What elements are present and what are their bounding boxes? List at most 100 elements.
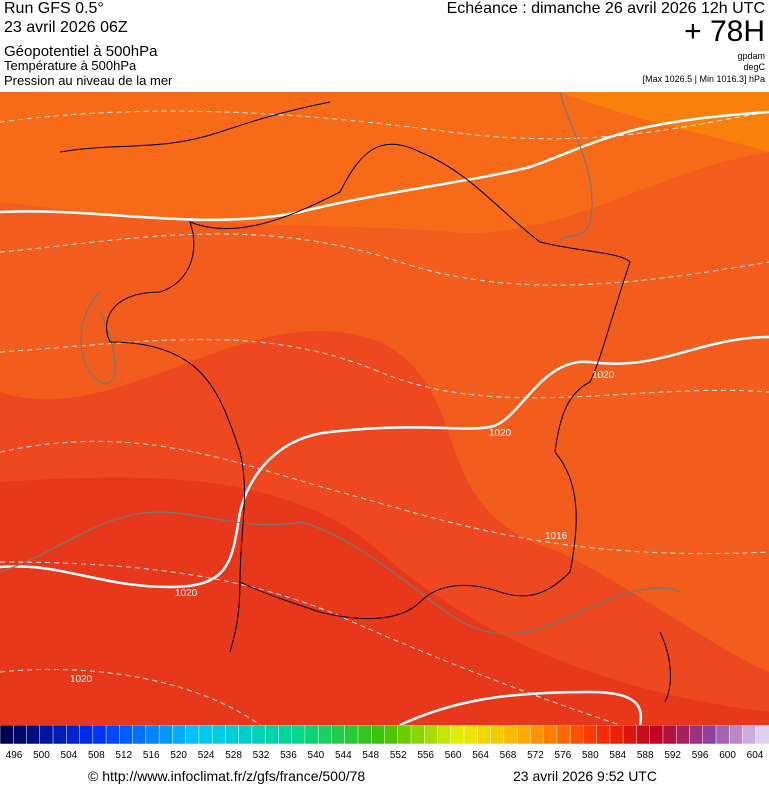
colorbar: 496 500 504 508 512 516 520 524 528 532 536 540 544 5… [0, 725, 769, 761]
colorbar-swatch [198, 725, 213, 745]
isobar-label: 1016 [545, 531, 568, 542]
colorbar-tick-label: 508 [88, 750, 105, 761]
colorbar-swatch [649, 725, 664, 745]
colorbar-tick-label: 592 [664, 750, 681, 761]
layer-label: Pression au niveau de la mer [4, 73, 173, 88]
colorbar-swatch [728, 725, 744, 745]
colorbar-swatch [158, 725, 174, 745]
colorbar-swatch [609, 725, 624, 745]
colorbar-swatch [13, 725, 28, 745]
colorbar-swatch [556, 725, 571, 745]
colorbar-tick-label: 548 [362, 750, 379, 761]
isotherms [0, 110, 769, 725]
colorbar-tick-label: 520 [170, 750, 187, 761]
colorbar-swatch [278, 725, 293, 745]
colorbar-swatch [357, 725, 372, 745]
colorbar-tick-label: 496 [6, 750, 23, 761]
colorbar-swatch [715, 725, 730, 745]
isobars-secondary [0, 92, 681, 635]
unit-label: gpdam [737, 51, 765, 61]
colorbar-tick-label: 556 [417, 750, 434, 761]
colorbar-swatch [596, 725, 611, 745]
footer-source: © http://www.infoclimat.fr/z/gfs/france/… [88, 768, 366, 784]
colorbar-swatch [344, 725, 359, 745]
layer-label: Géopotentiel à 500hPa [4, 43, 158, 60]
colorbar-tick-label: 540 [308, 750, 325, 761]
colorbar-swatch [317, 725, 333, 745]
colorbar-swatch [105, 725, 121, 745]
map: 1020 1020 1020 1020 1016 [0, 92, 769, 725]
colorbar-tick-label: 580 [582, 750, 599, 761]
colorbar-swatch [516, 725, 532, 745]
colorbar-swatch [477, 725, 492, 745]
colorbar-swatch [225, 725, 240, 745]
colorbar-tick-label: 544 [335, 750, 352, 761]
isobar-label: 1020 [175, 588, 198, 599]
colorbar-swatch [331, 725, 346, 745]
colorbar-swatch [39, 725, 54, 745]
colorbar-tick-label: 588 [637, 750, 654, 761]
colorbar-tick-label: 584 [609, 750, 626, 761]
colorbar-swatch [185, 725, 200, 745]
colorbar-swatch [636, 725, 651, 745]
colorbar-swatch [370, 725, 386, 745]
field [0, 477, 769, 725]
colorbar-swatch [702, 725, 717, 745]
colorbar-swatch [251, 725, 266, 745]
colorbar-swatch [543, 725, 558, 745]
colorbar-tick-label: 504 [61, 750, 78, 761]
colorbar-tick-label: 568 [500, 750, 517, 761]
colorbar-swatch [675, 725, 691, 745]
colorbar-swatch [755, 725, 769, 745]
colorbar-swatch [79, 725, 94, 745]
isobar-label: 1020 [592, 370, 615, 381]
colorbar-swatch [211, 725, 227, 745]
colorbar-tick-label: 560 [445, 750, 462, 761]
forecast-time: Echéance : dimanche 26 avril 2026 12h UT… [446, 0, 765, 17]
colorbar-swatch [291, 725, 306, 745]
colorbar-tick-label: 564 [472, 750, 489, 761]
colorbar-tick-label: 524 [198, 750, 215, 761]
field [560, 92, 769, 152]
colorbar-tick-label: 552 [390, 750, 407, 761]
colorbar-swatch [742, 725, 757, 745]
field [0, 92, 769, 233]
footer-date: 23 avril 2026 9:52 UTC [513, 768, 657, 784]
colorbar-tick-label: 600 [719, 750, 736, 761]
colorbar-swatch [689, 725, 704, 745]
colorbar-tick-label: 596 [692, 750, 709, 761]
colorbar-swatch [424, 725, 439, 745]
colorbar-swatch [26, 725, 41, 745]
layer-label: Température à 500hPa [4, 58, 137, 73]
colorbar-tick-label: 536 [280, 750, 297, 761]
colorbar-swatch [437, 725, 452, 745]
colorbar-swatch [384, 725, 399, 745]
colorbar-swatch [583, 725, 598, 745]
colorbar-swatch [92, 725, 107, 745]
colorbar-swatch [503, 725, 518, 745]
colorbar-swatch [0, 725, 15, 745]
colorbar-swatch [66, 725, 81, 745]
colorbar-swatch [264, 725, 280, 745]
colorbar-swatch [145, 725, 160, 745]
isobar-label: 1020 [489, 428, 512, 439]
isobars [0, 110, 769, 725]
colorbar-tick-label: 500 [33, 750, 50, 761]
colorbar-tick-label: 512 [115, 750, 132, 761]
colorbar-swatch [132, 725, 147, 745]
colorbar-swatch [450, 725, 465, 745]
colorbar-swatch [662, 725, 677, 745]
colorbar-swatch [397, 725, 412, 745]
colorbar-tick-label: 528 [225, 750, 242, 761]
colorbar-swatch [238, 725, 253, 745]
colorbar-swatch [304, 725, 319, 745]
colorbar-swatch [119, 725, 134, 745]
run-date: 23 avril 2026 06Z [4, 19, 128, 36]
colorbar-tick-label: 576 [555, 750, 572, 761]
colorbar-tick-label: 604 [747, 750, 764, 761]
colorbar-tick-label: 572 [527, 750, 544, 761]
colorbar-swatch [52, 725, 68, 745]
contour-labels: 1020 1020 1020 1020 1016 [70, 370, 615, 685]
colorbar-swatch [622, 725, 638, 745]
